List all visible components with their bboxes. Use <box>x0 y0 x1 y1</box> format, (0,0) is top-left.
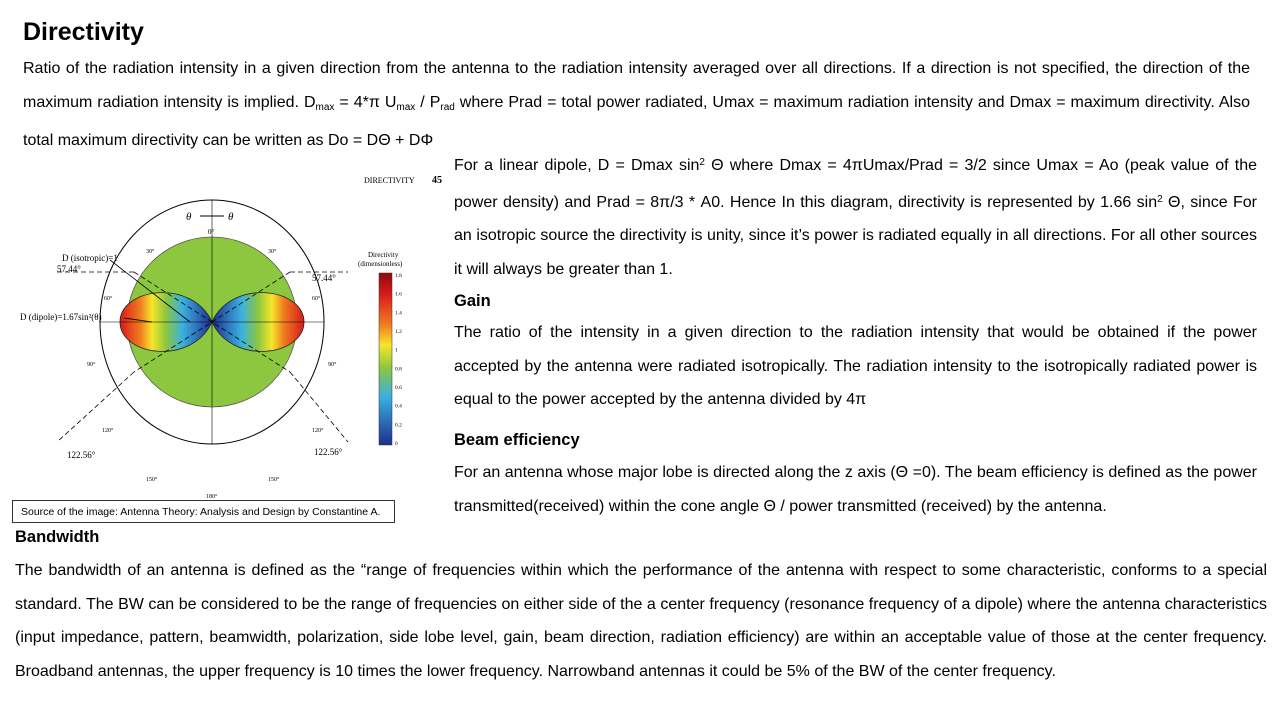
subscript-max: max <box>315 101 335 113</box>
angle-line-5744-right <box>133 271 291 373</box>
colorbar-title: Directivity <box>368 251 399 259</box>
colorbar-tick-label: 0.4 <box>395 404 402 410</box>
directivity-pattern-figure: DIRECTIVITY 45 θ θ 0° D (isotropic)=1 57… <box>12 160 447 500</box>
label-dipole: D (dipole)=1.67sin²(θ) <box>20 312 102 322</box>
page-header: DIRECTIVITY <box>364 176 415 185</box>
label-isotropic: D (isotropic)=1 <box>62 253 118 263</box>
pointer-isotropic <box>109 259 191 323</box>
colorbar-tick-label: 1.8 <box>395 273 402 279</box>
leader-12256-left <box>56 371 135 443</box>
theta-left: θ <box>186 211 192 223</box>
angle-label-12256-left: 122.56° <box>67 450 96 460</box>
colorbar-tick-label: 1.4 <box>395 310 402 316</box>
subscript-max-2: max <box>396 101 416 113</box>
dipole-text-2: Θ where Dmax = 4πUmax/Prad = 3/2 since U… <box>454 157 1257 211</box>
intro-text-1: Ratio of the radiation intensity in a gi… <box>23 60 1250 111</box>
angle-label-90-left: 90° <box>87 361 96 368</box>
superscript-2b: 2 <box>1157 193 1163 205</box>
colorbar-tick-label: 0 <box>395 441 398 447</box>
directivity-intro: Ratio of the radiation intensity in a gi… <box>23 52 1250 158</box>
bandwidth-title: Bandwidth <box>15 528 100 546</box>
colorbar-tick-label: 1.2 <box>395 329 402 335</box>
colorbar-subtitle: (dimensionless) <box>358 260 403 268</box>
pointer-dipole <box>123 317 153 323</box>
colorbar-tick-label: 0.2 <box>395 422 402 428</box>
leader-12256-right <box>289 371 349 443</box>
intro-text-4: where Prad = total power radiated, Umax … <box>23 93 1251 150</box>
colorbar <box>378 272 393 446</box>
angle-label-90-right: 90° <box>328 361 337 368</box>
theta-right: θ <box>228 211 234 223</box>
angle-label-5744-right: 57.44° <box>312 273 336 283</box>
polar-plot: DIRECTIVITY 45 θ θ 0° D (isotropic)=1 57… <box>20 175 442 500</box>
angle-label-12256-right: 122.56° <box>314 447 343 457</box>
angle-label-60-right: 60° <box>312 295 321 302</box>
gain-paragraph: The ratio of the intensity in a given di… <box>454 324 1257 408</box>
directivity-title: Directivity <box>23 18 144 46</box>
angle-label-5744-left: 57.44° <box>57 264 81 274</box>
colorbar-tick-label: 1.6 <box>395 292 402 298</box>
intro-text-3: / P <box>415 93 441 111</box>
beam-efficiency-paragraph: For an antenna whose major lobe is direc… <box>454 464 1257 515</box>
angle-label-120-left: 120° <box>102 427 114 434</box>
angle-label-0: 0° <box>208 228 215 236</box>
dipole-text-3: Θ, since For an isotropic source the dir… <box>454 193 1258 278</box>
superscript-2: 2 <box>699 157 705 168</box>
dipole-text-1: For a linear dipole, D = Dmax sin <box>454 157 700 174</box>
colorbar-tick-label: 0.6 <box>395 385 402 391</box>
dipole-paragraph: For a linear dipole, D = Dmax sin2 Θ whe… <box>454 146 1257 286</box>
colorbar-tick-label: 0.8 <box>395 366 402 372</box>
figure-caption: Source of the image: Antenna Theory: Ana… <box>12 500 395 523</box>
angle-label-150-left: 150° <box>146 476 158 483</box>
subscript-rad: rad <box>440 101 455 113</box>
angle-label-120-right: 120° <box>312 427 324 434</box>
gain-title: Gain <box>454 292 491 310</box>
angle-label-60-left: 60° <box>104 295 113 302</box>
colorbar-tick-label: 1 <box>395 348 398 354</box>
colorbar-ticks: 1.8 1.6 1.4 1.2 1 0.8 0.6 0.4 0.2 0 <box>395 273 402 447</box>
angle-label-30-left: 30° <box>146 248 155 255</box>
angle-label-180: 180° <box>206 493 218 500</box>
angle-label-150-right: 150° <box>268 476 280 483</box>
angle-label-30-right: 30° <box>268 248 277 255</box>
beam-efficiency-title: Beam efficiency <box>454 431 580 449</box>
intro-text-2: = 4*π U <box>334 93 397 111</box>
bandwidth-paragraph: The bandwidth of an antenna is defined a… <box>15 562 1267 680</box>
page-number: 45 <box>432 175 442 186</box>
